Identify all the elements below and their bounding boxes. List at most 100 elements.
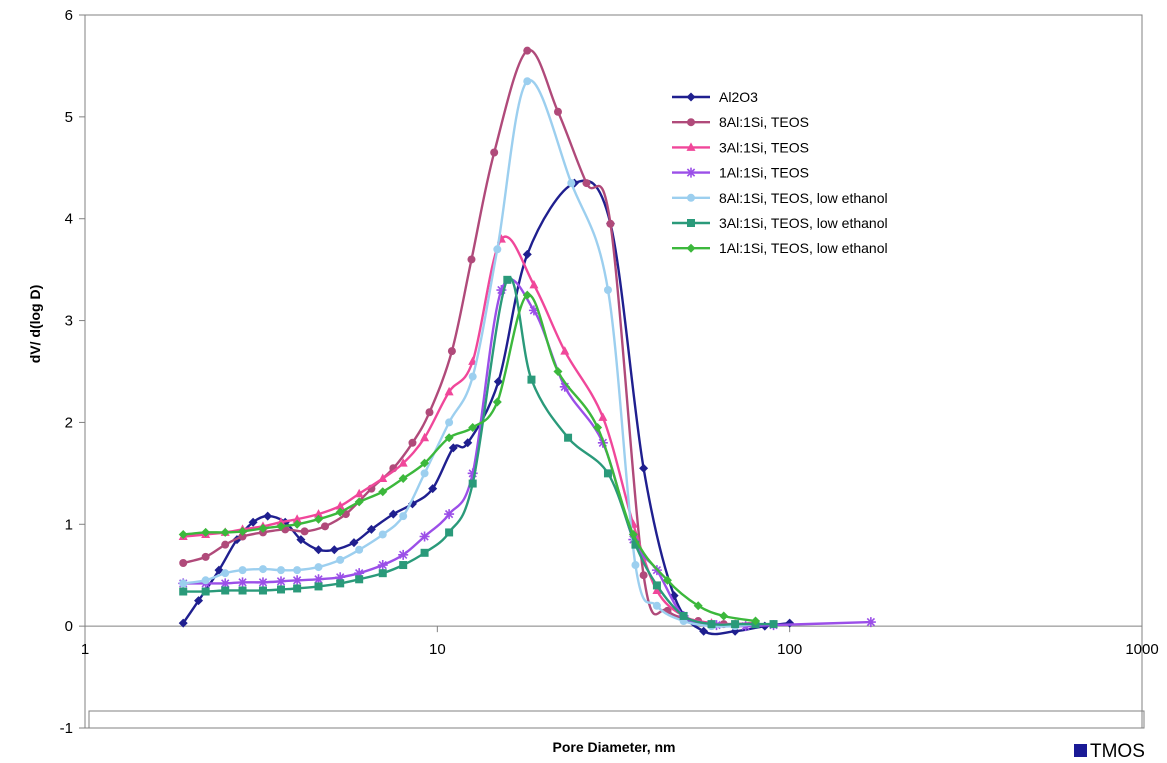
data-point xyxy=(419,531,430,542)
data-point xyxy=(468,372,477,381)
lower-panel-border xyxy=(88,710,1145,729)
data-point xyxy=(398,458,408,467)
data-point xyxy=(336,555,345,564)
data-point xyxy=(731,620,740,629)
x-tick-label: 10 xyxy=(429,641,446,658)
data-point xyxy=(603,469,612,478)
data-point xyxy=(444,509,455,520)
data-point xyxy=(522,249,532,259)
data-point xyxy=(503,275,512,284)
data-point xyxy=(179,579,188,588)
series-line xyxy=(183,278,871,628)
legend-item: 1Al:1Si, TEOS, low ethanol xyxy=(672,240,888,256)
data-point xyxy=(523,46,532,55)
data-point xyxy=(314,545,324,555)
data-point xyxy=(529,279,539,289)
data-point xyxy=(277,585,286,594)
data-point xyxy=(354,568,365,579)
y-tick-label: 0 xyxy=(65,618,73,635)
data-point xyxy=(276,576,287,587)
data-point xyxy=(237,577,248,588)
legend-label: 3Al:1Si, TEOS, low ethanol xyxy=(719,215,888,231)
data-point xyxy=(398,473,408,483)
data-point xyxy=(408,438,417,447)
data-point xyxy=(444,433,454,443)
data-point xyxy=(314,582,323,591)
data-point xyxy=(559,381,570,392)
legend-marker xyxy=(686,92,696,102)
y-tick-label: -1 xyxy=(60,720,73,737)
legend-item: Al2O3 xyxy=(672,89,758,105)
legend-marker xyxy=(686,243,696,253)
data-point xyxy=(606,219,615,228)
data-point xyxy=(201,552,210,561)
data-point xyxy=(335,500,345,510)
data-point xyxy=(354,488,364,498)
x-axis-title: Pore Diameter, nm xyxy=(553,739,676,755)
data-point xyxy=(194,596,204,606)
y-tick-label: 5 xyxy=(65,109,73,126)
data-point xyxy=(631,561,640,570)
x-tick-label: 1000 xyxy=(1125,641,1158,658)
data-point xyxy=(238,566,247,575)
data-point xyxy=(445,418,454,427)
data-point xyxy=(292,575,303,586)
data-point xyxy=(560,346,570,355)
data-point xyxy=(593,423,603,433)
series-1 xyxy=(179,46,760,629)
data-point xyxy=(652,585,662,594)
series-5 xyxy=(179,275,778,629)
series-6 xyxy=(178,290,761,626)
data-point xyxy=(662,575,672,585)
data-point xyxy=(564,433,573,442)
data-point xyxy=(420,458,430,468)
data-point xyxy=(527,375,536,384)
data-point xyxy=(639,571,648,580)
legend-marker xyxy=(686,142,696,151)
plot-border xyxy=(84,14,1143,729)
data-point xyxy=(201,587,210,596)
data-point xyxy=(490,148,499,157)
data-point xyxy=(467,255,476,264)
lower-panel-frame xyxy=(88,710,1145,729)
data-point xyxy=(378,487,388,497)
series-line xyxy=(182,48,756,626)
data-point xyxy=(567,179,576,188)
data-point xyxy=(293,566,302,575)
data-point xyxy=(355,575,364,584)
legend: Al2O3 8Al:1Si, TEOS 3Al:1Si, TEOS 1Al:1Si, … xyxy=(672,89,888,256)
legend-label: 1Al:1Si, TEOS xyxy=(719,165,809,181)
series-line xyxy=(183,276,774,626)
data-point xyxy=(257,577,268,588)
data-point xyxy=(553,367,563,376)
data-point xyxy=(178,529,188,539)
data-point xyxy=(296,535,306,545)
data-point xyxy=(335,572,346,583)
data-point xyxy=(248,517,258,527)
y-tick-label: 3 xyxy=(65,313,73,330)
data-point xyxy=(263,511,273,521)
data-point xyxy=(425,408,434,417)
data-point xyxy=(300,527,309,536)
data-point xyxy=(463,438,473,448)
data-point xyxy=(378,530,387,539)
y-tick-label: 4 xyxy=(65,211,73,228)
data-point xyxy=(276,521,286,531)
data-point xyxy=(220,527,230,537)
data-point xyxy=(314,509,324,518)
legend-item: 8Al:1Si, TEOS xyxy=(672,114,809,130)
legend-label: 8Al:1Si, TEOS, low ethanol xyxy=(719,190,888,206)
data-point xyxy=(377,560,388,571)
data-point xyxy=(652,581,661,590)
data-point xyxy=(652,601,661,610)
data-point xyxy=(201,527,211,537)
data-point xyxy=(628,529,638,539)
data-point xyxy=(639,463,649,473)
legend-label: 8Al:1Si, TEOS xyxy=(719,114,809,130)
data-point xyxy=(631,540,640,549)
data-point xyxy=(321,522,330,531)
data-point xyxy=(603,286,612,295)
legend-label: Al2O3 xyxy=(719,89,758,105)
data-point xyxy=(179,587,188,596)
data-point xyxy=(448,443,458,453)
